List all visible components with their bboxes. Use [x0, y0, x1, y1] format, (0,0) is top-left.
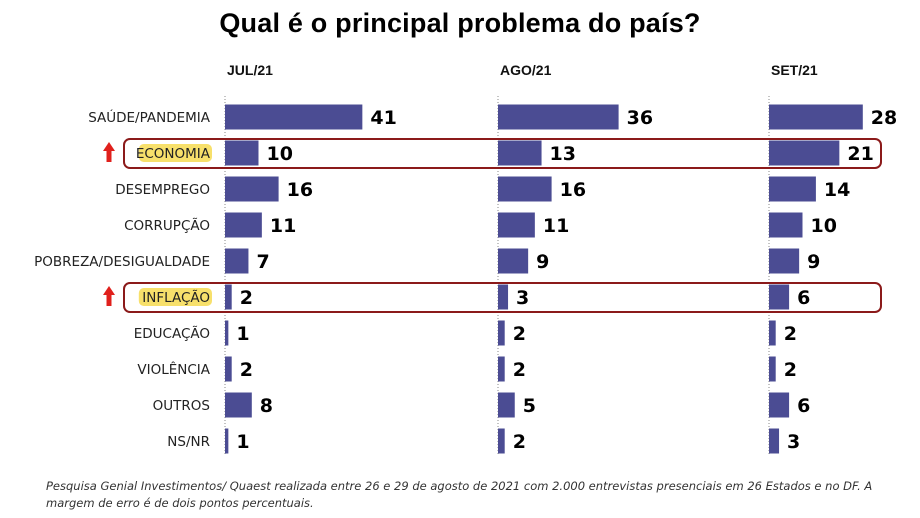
value-label-set-21-pobreza-desigualdade: 9: [807, 251, 820, 273]
source-note: Pesquisa Genial Investimentos/ Quaest re…: [46, 479, 873, 510]
value-label-jul-21-educacao: 1: [236, 323, 249, 345]
value-label-ago-21-desemprego: 16: [560, 179, 586, 201]
bar-jul-21-pobreza-desigualdade: [225, 248, 249, 274]
bar-set-21-educacao: [769, 320, 776, 346]
series-header-ago-21: AGO/21: [500, 62, 552, 78]
bar-ago-21-pobreza-desigualdade: [498, 248, 529, 274]
value-label-ago-21-violencia: 2: [513, 359, 526, 381]
bar-jul-21-economia: [225, 140, 259, 166]
bar-ago-21-desemprego: [498, 176, 552, 202]
bar-ago-21-outros: [498, 392, 515, 418]
value-label-set-21-ns-nr: 3: [787, 431, 800, 453]
highlight-box-inflacao: [123, 282, 882, 313]
category-label-corrupcao: CORRUPÇÃO: [124, 217, 210, 234]
value-label-jul-21-corrupcao: 11: [270, 215, 296, 237]
value-label-jul-21-pobreza-desigualdade: 7: [256, 251, 269, 273]
up-arrow-icon-economia: [103, 142, 115, 162]
bar-set-21-corrupcao: [769, 212, 803, 238]
bar-ago-21-violencia: [498, 356, 505, 382]
bar-set-21-desemprego: [769, 176, 816, 202]
category-label-violencia: VIOLÊNCIA: [137, 360, 210, 378]
value-label-set-21-outros: 6: [797, 395, 810, 417]
bar-ago-21-educacao: [498, 320, 505, 346]
value-label-set-21-inflacao: 6: [797, 287, 810, 309]
value-label-ago-21-saude-pandemia: 36: [627, 107, 653, 129]
bar-jul-21-saude-pandemia: [225, 104, 363, 130]
bar-jul-21-inflacao: [225, 284, 232, 310]
value-label-set-21-economia: 21: [847, 143, 873, 165]
bar-set-21-violencia: [769, 356, 776, 382]
bar-set-21-outros: [769, 392, 790, 418]
highlight-box-economia: [123, 138, 882, 169]
label-highlight-economia: [138, 144, 212, 162]
value-label-jul-21-inflacao: 2: [240, 287, 253, 309]
category-label-educacao: EDUCAÇÃO: [134, 325, 210, 342]
category-label-inflacao: INFLAÇÃO: [142, 289, 210, 306]
series-header-jul-21: JUL/21: [227, 62, 273, 78]
value-label-set-21-saude-pandemia: 28: [871, 107, 897, 129]
category-label-outros: OUTROS: [153, 398, 210, 414]
bar-jul-21-corrupcao: [225, 212, 262, 238]
category-label-desemprego: DESEMPREGO: [115, 182, 210, 198]
bar-jul-21-educacao: [225, 320, 229, 346]
chart-title: Qual é o principal problema do país?: [219, 8, 701, 38]
value-label-jul-21-saude-pandemia: 41: [370, 107, 396, 129]
category-label-economia: ECONOMIA: [136, 146, 211, 162]
bar-jul-21-ns-nr: [225, 428, 229, 454]
value-label-jul-21-violencia: 2: [240, 359, 253, 381]
value-label-ago-21-ns-nr: 2: [513, 431, 526, 453]
bar-set-21-saude-pandemia: [769, 104, 863, 130]
bar-set-21-pobreza-desigualdade: [769, 248, 800, 274]
up-arrow-icon-inflacao: [103, 286, 115, 306]
value-label-ago-21-outros: 5: [523, 395, 536, 417]
bar-set-21-ns-nr: [769, 428, 780, 454]
value-label-ago-21-educacao: 2: [513, 323, 526, 345]
value-label-jul-21-economia: 10: [267, 143, 293, 165]
value-label-ago-21-corrupcao: 11: [543, 215, 569, 237]
bar-ago-21-saude-pandemia: [498, 104, 619, 130]
value-label-jul-21-outros: 8: [260, 395, 273, 417]
value-label-ago-21-pobreza-desigualdade: 9: [536, 251, 549, 273]
label-highlight-inflacao: [138, 288, 212, 306]
value-label-jul-21-ns-nr: 1: [236, 431, 249, 453]
series-header-set-21: SET/21: [771, 62, 818, 78]
bar-ago-21-inflacao: [498, 284, 509, 310]
value-label-jul-21-desemprego: 16: [287, 179, 313, 201]
category-label-saude-pandemia: SAÚDE/PANDEMIA: [88, 108, 211, 126]
bar-set-21-inflacao: [769, 284, 790, 310]
bar-jul-21-desemprego: [225, 176, 279, 202]
value-label-set-21-corrupcao: 10: [811, 215, 837, 237]
category-label-ns-nr: NS/NR: [167, 434, 210, 450]
bar-set-21-economia: [769, 140, 840, 166]
bar-jul-21-violencia: [225, 356, 232, 382]
value-label-set-21-educacao: 2: [784, 323, 797, 345]
bar-jul-21-outros: [225, 392, 252, 418]
bar-ago-21-corrupcao: [498, 212, 535, 238]
value-label-ago-21-inflacao: 3: [516, 287, 529, 309]
category-label-pobreza-desigualdade: POBREZA/DESIGUALDADE: [34, 254, 210, 270]
value-label-ago-21-economia: 13: [550, 143, 576, 165]
bar-ago-21-economia: [498, 140, 542, 166]
value-label-set-21-desemprego: 14: [824, 179, 850, 201]
bar-ago-21-ns-nr: [498, 428, 505, 454]
value-label-set-21-violencia: 2: [784, 359, 797, 381]
